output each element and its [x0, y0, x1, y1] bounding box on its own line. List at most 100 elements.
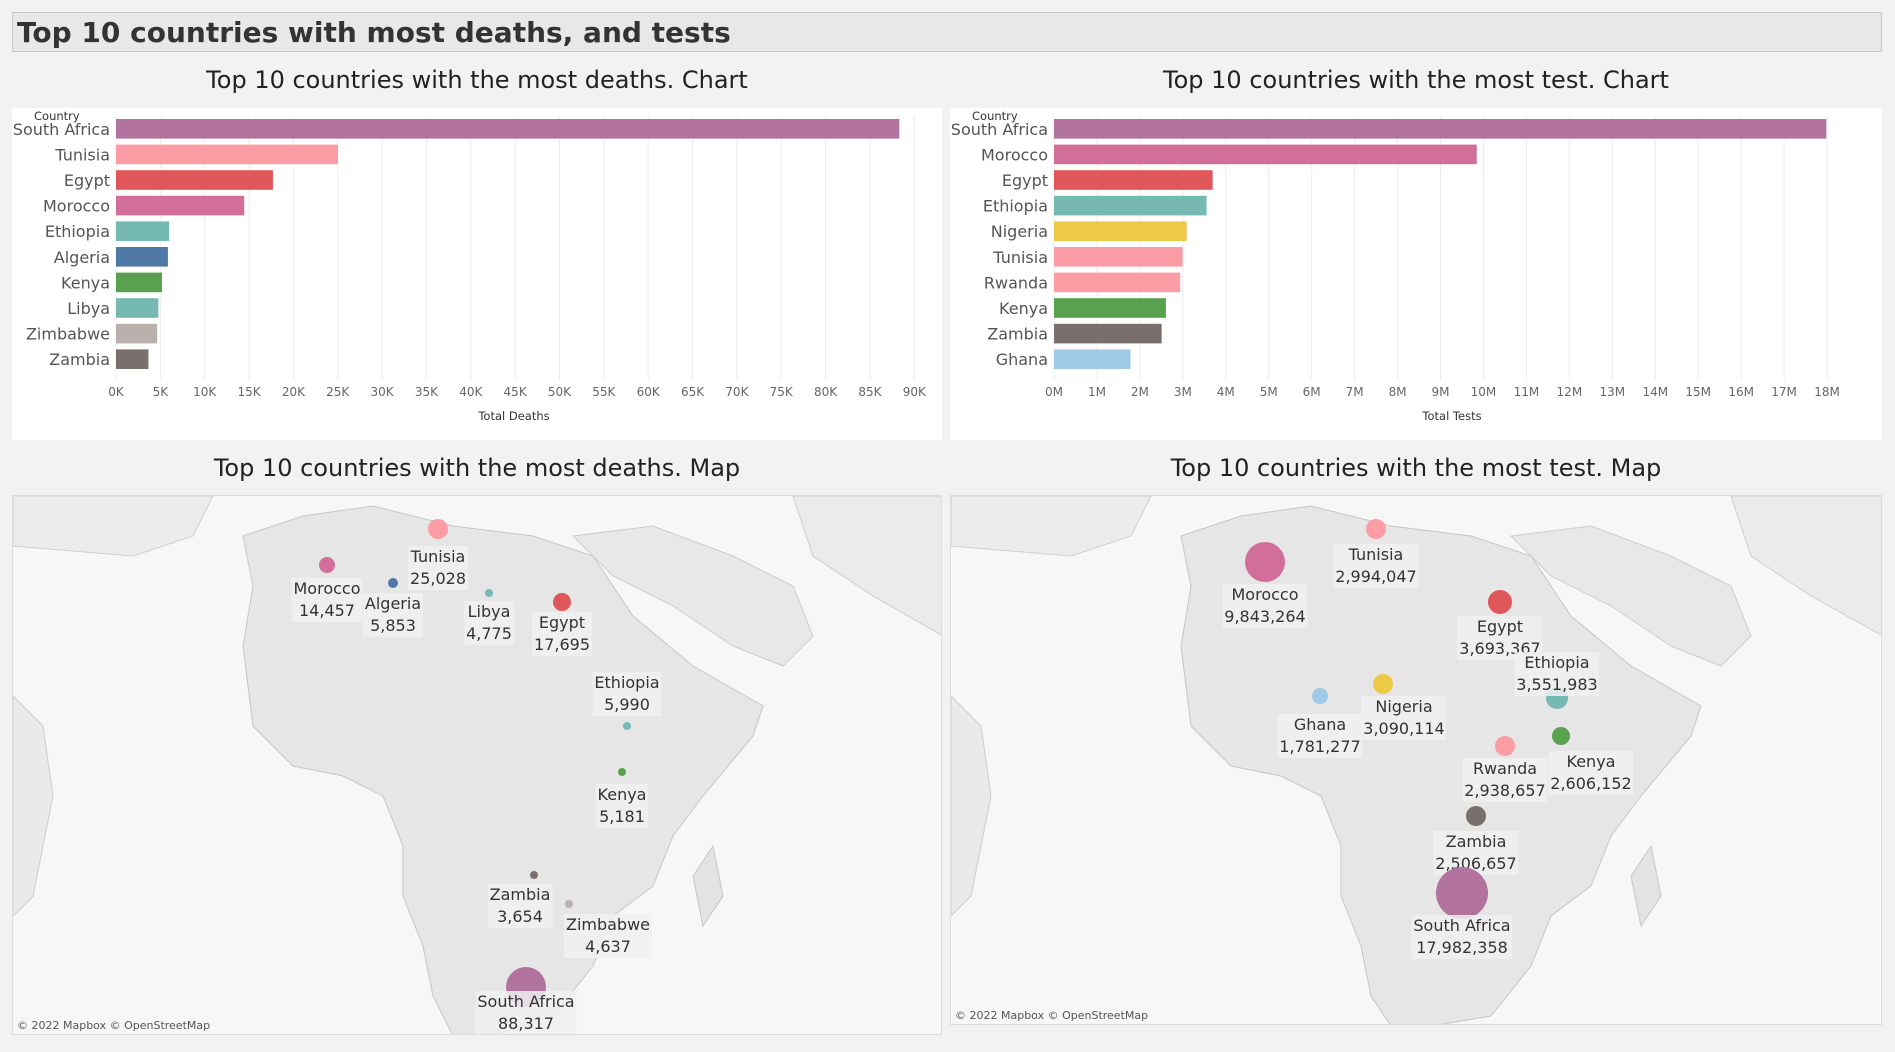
tests-category-label: Zambia [987, 325, 1048, 344]
deaths-map-point[interactable] [319, 557, 335, 573]
tests-tick-label: 7M [1346, 385, 1364, 399]
tests-tick-label: 15M [1685, 385, 1711, 399]
tests-bar-chart: Country 0M 1M 2M 3M 4M 5M 6M 7M 8M 9M 10M 11M 12M 13M 1… [951, 109, 1840, 423]
tests-map-point[interactable] [1312, 688, 1328, 704]
tests-bar[interactable] [1054, 170, 1213, 190]
deaths-tick-label: 50K [548, 385, 572, 399]
deaths-map-point[interactable] [428, 519, 448, 539]
deaths-bar[interactable] [116, 195, 245, 216]
deaths-tick-label: 85K [858, 385, 882, 399]
deaths-map-point[interactable] [485, 589, 493, 597]
tests-map-label: Zambia 2,506,657 [1433, 831, 1519, 875]
deaths-map-label-value: 4,637 [585, 937, 631, 956]
tests-map-label-country: Ethiopia [1524, 653, 1590, 672]
deaths-x-axis-title[interactable]: Total Deaths [477, 409, 549, 423]
tests-tick-label: 9M [1432, 385, 1450, 399]
tests-tick-label: 5M [1260, 385, 1278, 399]
dashboard-title: Top 10 countries with most deaths, and t… [17, 16, 731, 49]
tests-map-point[interactable] [1436, 867, 1488, 919]
deaths-map-label-country: Libya [467, 602, 511, 621]
tests-map-label: Tunisia 2,994,047 [1333, 544, 1419, 588]
tests-bar[interactable] [1054, 247, 1183, 267]
tests-map-label-country: South Africa [1413, 916, 1511, 935]
deaths-map-point[interactable] [553, 593, 571, 611]
africa-basemap [951, 496, 1881, 1024]
tests-tick-label: 1M [1088, 385, 1106, 399]
deaths-map-label-value: 17,695 [534, 635, 590, 654]
deaths-tick-label: 5K [153, 385, 170, 399]
deaths-map-point[interactable] [530, 871, 538, 879]
tests-map-point[interactable] [1552, 727, 1570, 745]
tests-tick-label: 2M [1131, 385, 1149, 399]
deaths-map-label-value: 5,853 [370, 616, 416, 635]
deaths-tick-label: 35K [415, 385, 439, 399]
tests-map-label: Ethiopia 3,551,983 [1514, 652, 1600, 696]
tests-x-axis-title[interactable]: Total Tests [1421, 409, 1481, 423]
tests-category-label: Ghana [996, 350, 1048, 369]
deaths-bar[interactable] [116, 170, 273, 190]
tests-bar[interactable] [1054, 119, 1827, 139]
deaths-map-label: Zambia 3,654 [487, 884, 553, 928]
deaths-map-label-country: Algeria [364, 594, 422, 613]
deaths-map-label-country: Zambia [489, 885, 551, 904]
tests-map-label-country: Morocco [1231, 585, 1299, 604]
deaths-category-label: Egypt [64, 171, 110, 190]
deaths-bar[interactable] [116, 272, 162, 293]
tests-map-label: Morocco 9,843,264 [1222, 584, 1308, 628]
tests-map-label-country: Ghana [1293, 715, 1347, 734]
tests-map-point[interactable] [1488, 590, 1512, 614]
deaths-tick-label: 30K [371, 385, 395, 399]
tests-chart-title: Top 10 countries with the most test. Cha… [1163, 66, 1669, 94]
deaths-bar-chart: Country 0K 5K 10K 15K 20K 25K 30K 35K 40K 45K 50K 55… [13, 109, 927, 423]
tests-bar[interactable] [1054, 221, 1187, 241]
tests-category-label: Rwanda [984, 273, 1048, 292]
tests-tick-label: 6M [1303, 385, 1321, 399]
deaths-map-label-country: Zimbabwe [565, 915, 651, 934]
deaths-map-point[interactable] [623, 722, 631, 730]
tests-bar[interactable] [1054, 298, 1166, 318]
deaths-tick-label: 20K [282, 385, 306, 399]
deaths-bar[interactable] [116, 349, 149, 369]
tests-map-point[interactable] [1373, 674, 1393, 694]
deaths-map-label-value: 14,457 [299, 601, 355, 620]
tests-map-point[interactable] [1466, 806, 1486, 826]
deaths-tick-label: 80K [814, 385, 838, 399]
tests-bar[interactable] [1054, 349, 1131, 369]
deaths-map-label-country: Kenya [597, 785, 647, 804]
deaths-map-label-value: 5,990 [604, 695, 650, 714]
tests-map-point[interactable] [1495, 736, 1515, 756]
tests-map-label-value: 3,090,114 [1363, 719, 1445, 738]
deaths-bar[interactable] [116, 247, 168, 267]
deaths-bar[interactable] [116, 144, 338, 165]
tests-map-label-value: 3,551,983 [1516, 675, 1598, 694]
tests-map-point[interactable] [1366, 519, 1386, 539]
deaths-map-point[interactable] [388, 578, 398, 588]
tests-category-label: Kenya [999, 299, 1048, 318]
deaths-map-label: Ethiopia 5,990 [592, 672, 662, 716]
tests-map[interactable]: Tunisia 2,994,047 Morocco 9,843,264 Egypt 3,6… [950, 495, 1882, 1025]
deaths-map[interactable]: Tunisia 25,028 Morocco 14,457 Algeria 5,853 Li… [12, 495, 942, 1035]
deaths-map-label-value: 3,654 [497, 907, 543, 926]
deaths-bar[interactable] [116, 323, 158, 344]
deaths-bar[interactable] [116, 119, 900, 139]
deaths-map-label: Zimbabwe 4,637 [563, 914, 653, 958]
tests-tick-label: 16M [1728, 385, 1754, 399]
tests-bar[interactable] [1054, 323, 1162, 344]
tests-map-label-value: 2,938,657 [1464, 781, 1546, 800]
tests-bar[interactable] [1054, 144, 1477, 165]
tests-bar[interactable] [1054, 272, 1181, 293]
deaths-bar[interactable] [116, 221, 170, 241]
tests-map-point[interactable] [1245, 542, 1285, 582]
deaths-dimension-label[interactable]: Country [34, 109, 80, 123]
tests-bar[interactable] [1054, 195, 1207, 216]
deaths-map-point[interactable] [565, 900, 573, 908]
tests-dimension-label[interactable]: Country [972, 109, 1018, 123]
tests-tick-label: 0M [1045, 385, 1063, 399]
tests-tick-label: 17M [1771, 385, 1797, 399]
tests-category-label: Tunisia [992, 248, 1048, 267]
deaths-bar[interactable] [116, 298, 159, 318]
tests-tick-label: 3M [1174, 385, 1192, 399]
tests-map-label-value: 9,843,264 [1224, 607, 1306, 626]
deaths-tick-label: 75K [770, 385, 794, 399]
deaths-map-point[interactable] [618, 768, 626, 776]
